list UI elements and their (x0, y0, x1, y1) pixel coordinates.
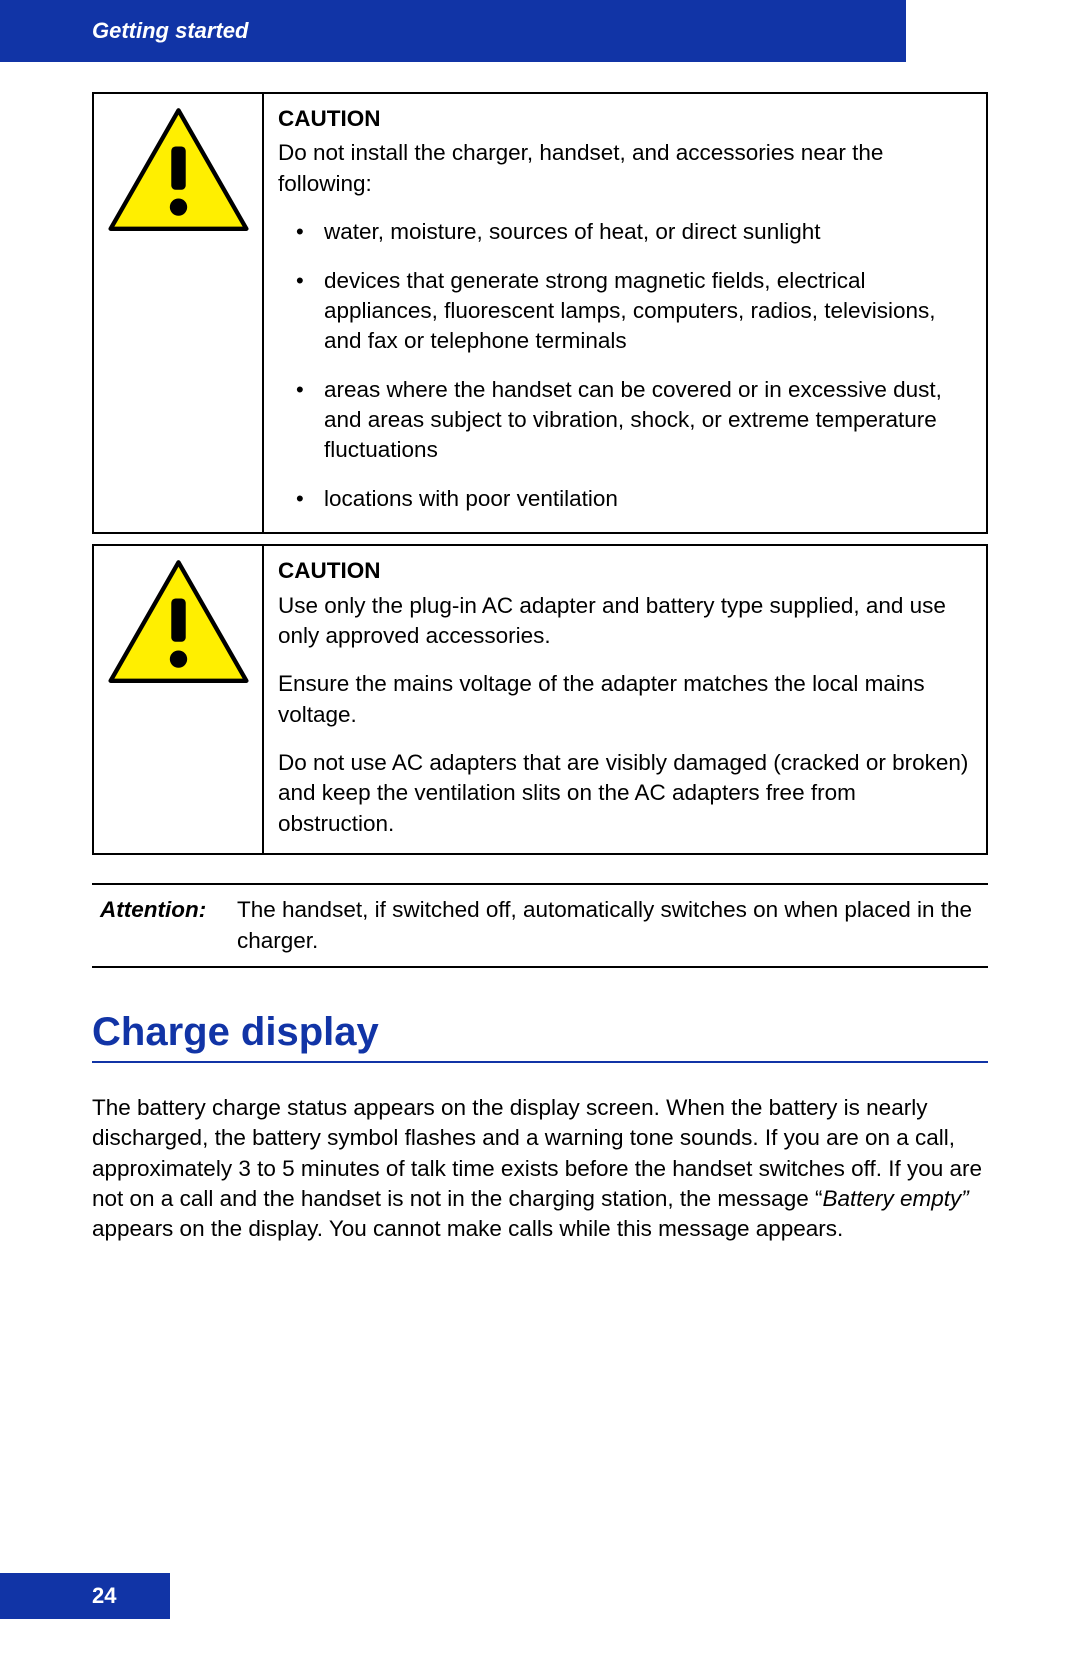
attention-text: The handset, if switched off, automatica… (237, 895, 988, 956)
section-heading: Charge display (92, 1010, 988, 1063)
warning-triangle-icon (106, 106, 251, 236)
caution-1-item: areas where the handset can be covered o… (278, 375, 972, 466)
section-header: Getting started (0, 0, 906, 62)
caution-1-intro: Do not install the charger, handset, and… (278, 138, 972, 199)
warning-icon-cell (94, 94, 264, 532)
caution-1-content: CAUTION Do not install the charger, hand… (264, 94, 986, 532)
body-text-post: appears on the display. You cannot make … (92, 1216, 843, 1241)
caution-1-item: water, moisture, sources of heat, or dir… (278, 217, 972, 247)
caution-2-para: Use only the plug-in AC adapter and batt… (278, 591, 972, 652)
body-text-italic: Battery empty” (822, 1186, 968, 1211)
body-paragraph: The battery charge status appears on the… (92, 1093, 988, 1245)
warning-triangle-icon (106, 558, 251, 688)
caution-2-title: CAUTION (278, 556, 972, 586)
warning-icon-cell (94, 546, 264, 853)
caution-2-content: CAUTION Use only the plug-in AC adapter … (264, 546, 986, 853)
caution-box-1: CAUTION Do not install the charger, hand… (92, 92, 988, 534)
page-number-bar: 24 (0, 1573, 170, 1619)
caution-2-para: Ensure the mains voltage of the adapter … (278, 669, 972, 730)
caution-box-2: CAUTION Use only the plug-in AC adapter … (92, 544, 988, 855)
caution-1-item: devices that generate strong magnetic fi… (278, 266, 972, 357)
section-header-text: Getting started (92, 18, 248, 43)
attention-block: Attention: The handset, if switched off,… (92, 883, 988, 968)
caution-1-list: water, moisture, sources of heat, or dir… (278, 217, 972, 514)
caution-1-title: CAUTION (278, 104, 972, 134)
page-number: 24 (92, 1583, 116, 1608)
attention-label: Attention: (92, 895, 237, 956)
caution-2-para: Do not use AC adapters that are visibly … (278, 748, 972, 839)
page-content: CAUTION Do not install the charger, hand… (0, 62, 1080, 1245)
caution-1-item: locations with poor ventilation (278, 484, 972, 514)
